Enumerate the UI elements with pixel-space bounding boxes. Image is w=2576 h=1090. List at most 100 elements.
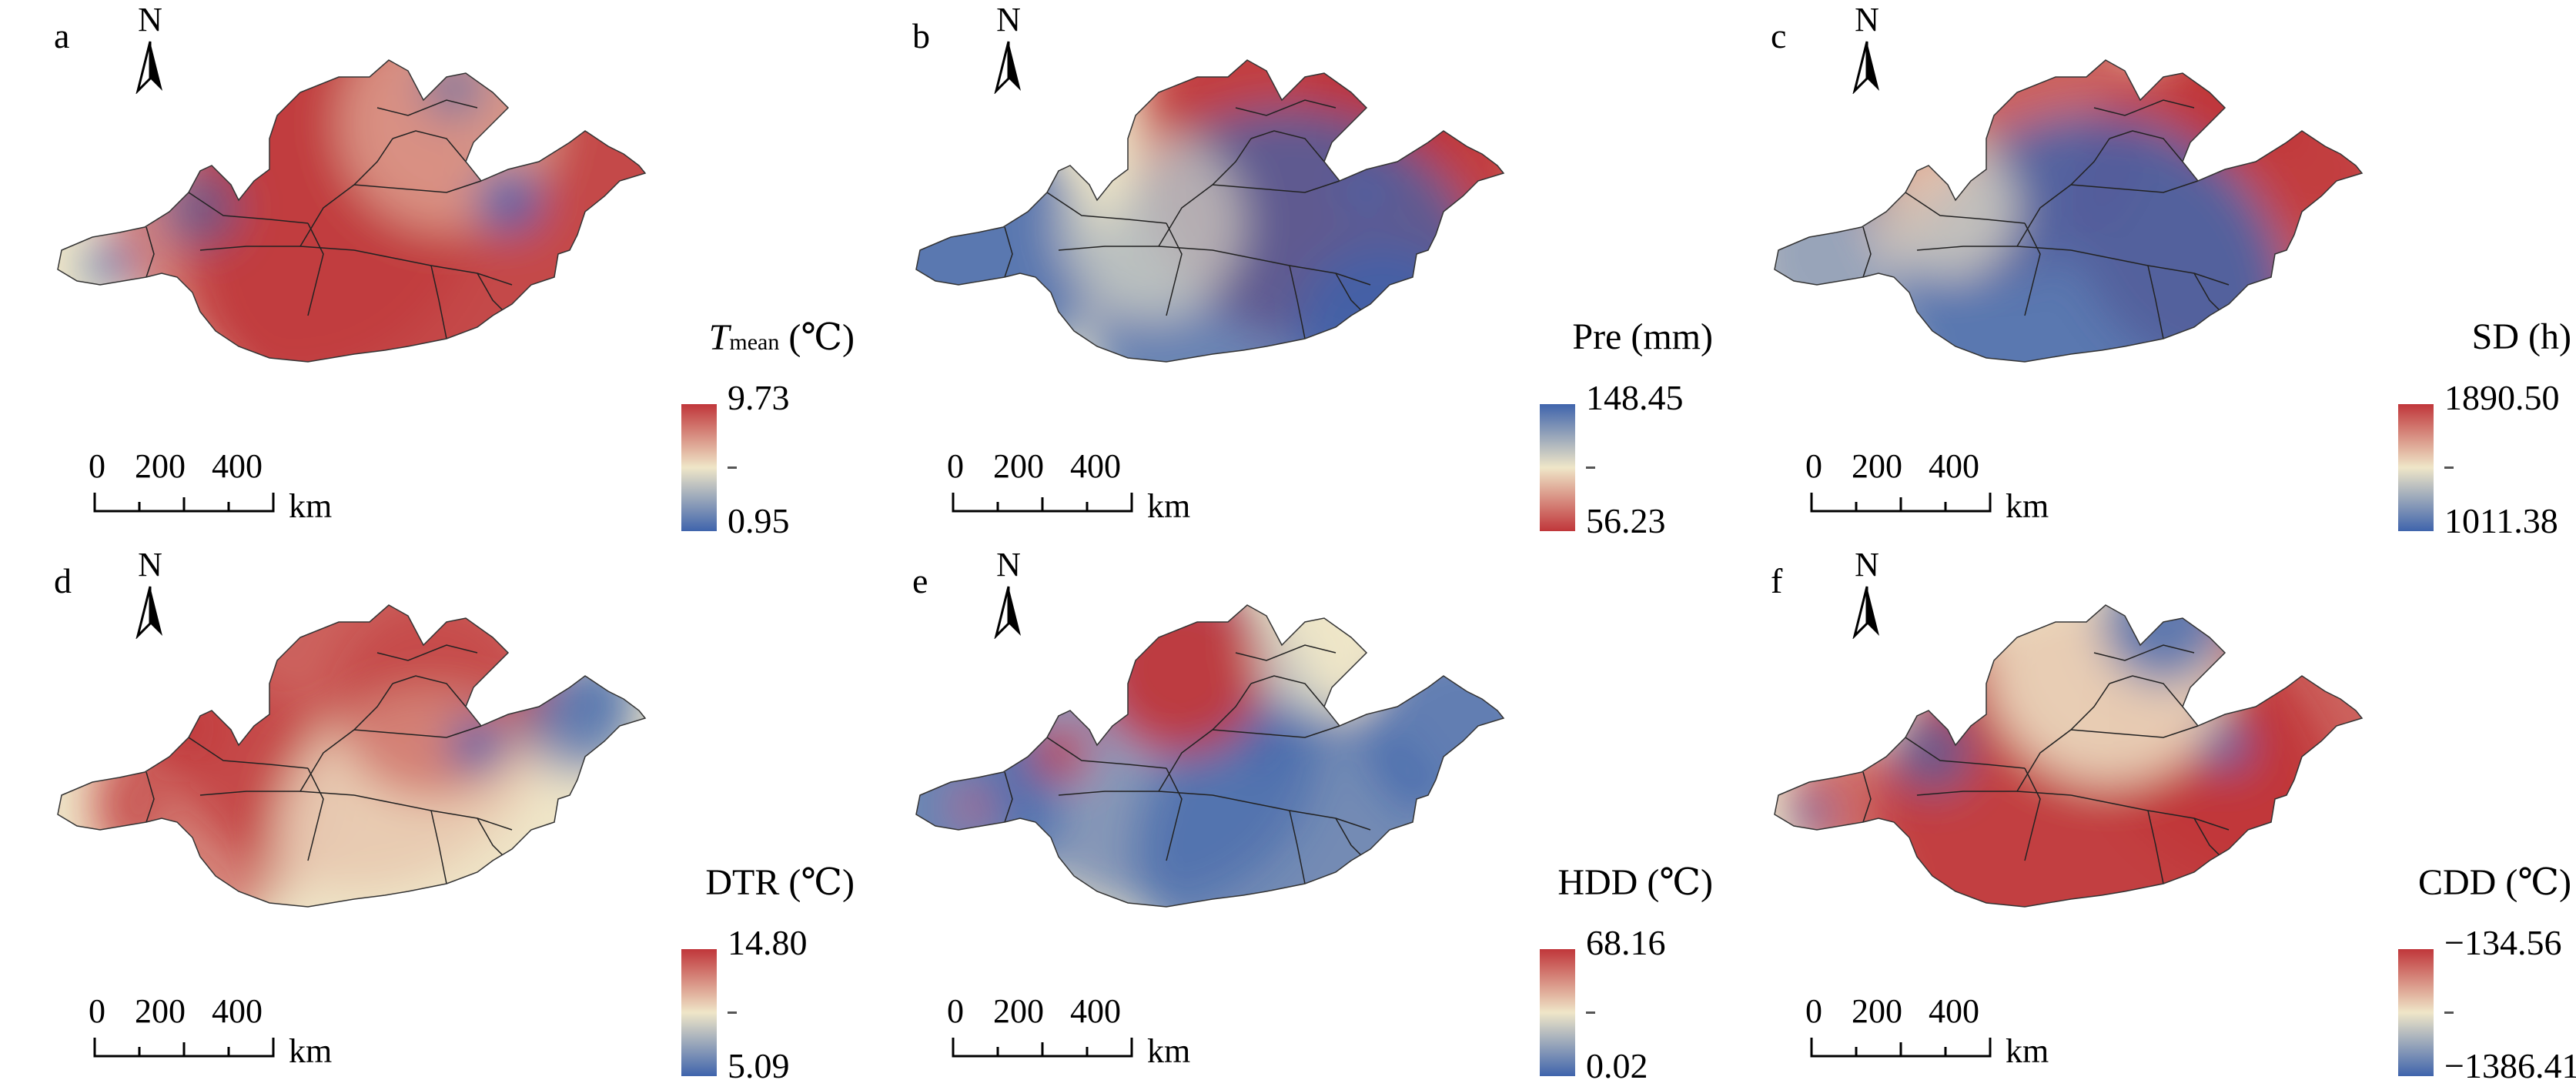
panel-letter: a <box>54 16 70 55</box>
scale-unit: km <box>289 487 333 525</box>
scale-label-200: 200 <box>993 992 1044 1030</box>
legend-title-main: HDD (℃) <box>1557 862 1713 903</box>
panel-a: a N Tmean (℃) 9.73 0.95 0 200 400 km <box>0 0 858 545</box>
north-arrow: N <box>1844 545 1890 645</box>
scale-label-400: 400 <box>1929 992 1979 1030</box>
legend-min: 56.23 <box>1586 501 1666 540</box>
north-arrow: N <box>985 0 1032 100</box>
scale-line <box>952 493 1133 513</box>
scale-label-200: 200 <box>1852 992 1902 1030</box>
panel-letter: f <box>1771 561 1783 600</box>
scale-label-0: 0 <box>1805 447 1822 485</box>
legend-mid-tick <box>2444 466 2454 469</box>
panel-letter: d <box>54 561 72 600</box>
scale-label-400: 400 <box>212 447 263 485</box>
legend-title-main: SD (h) <box>2471 316 2571 357</box>
legend-title: Pre (mm) <box>1528 316 1713 358</box>
scale-bar: 0 200 400 km <box>947 991 1224 1084</box>
north-arrow-icon <box>994 41 1021 94</box>
north-arrow-icon <box>1852 41 1879 94</box>
legend-max: 9.73 <box>728 378 790 417</box>
legend-min: 0.02 <box>1586 1046 1648 1085</box>
scale-label-0: 0 <box>947 992 964 1030</box>
legend-min: 1011.38 <box>2444 501 2558 540</box>
legend-min: −1386.41 <box>2444 1046 2576 1085</box>
north-arrow-icon <box>1852 586 1879 639</box>
north-arrow: N <box>985 545 1032 645</box>
legend-mid-tick <box>1586 1011 1595 1014</box>
scale-line <box>93 493 275 513</box>
legend-title: DTR (℃) <box>670 861 855 904</box>
scale-bar: 0 200 400 km <box>89 446 366 539</box>
map-b <box>915 59 1505 363</box>
scale-unit: km <box>1147 487 1191 525</box>
legend-title: CDD (℃) <box>2387 861 2571 904</box>
legend-colorbar <box>1540 949 1575 1076</box>
panel-f: f N CDD (℃) −134.56 −1386.41 0 200 400 k… <box>1717 545 2576 1090</box>
north-arrow: N <box>127 545 173 645</box>
map-a <box>57 59 647 363</box>
legend-colorbar <box>2398 404 2434 531</box>
scale-label-200: 200 <box>135 447 186 485</box>
legend-title-main: Pre (mm) <box>1572 316 1713 357</box>
scale-label-200: 200 <box>993 447 1044 485</box>
scale-bar: 0 200 400 km <box>1805 446 2083 539</box>
scale-label-200: 200 <box>1852 447 1902 485</box>
scale-unit: km <box>289 1032 333 1070</box>
north-arrow-icon <box>135 41 162 94</box>
north-arrow: N <box>127 0 173 100</box>
scale-label-0: 0 <box>89 447 105 485</box>
legend-title-main: DTR (℃) <box>705 862 855 903</box>
scale-label-400: 400 <box>1929 447 1979 485</box>
scale-label-0: 0 <box>89 992 105 1030</box>
scale-label-0: 0 <box>1805 992 1822 1030</box>
map-f <box>1774 604 2364 908</box>
north-label: N <box>996 1 1021 38</box>
scale-line <box>1810 493 1992 513</box>
legend-mid-tick <box>728 1011 737 1014</box>
legend-mid-tick <box>2444 1011 2454 1014</box>
panel-c: c N SD (h) 1890.50 1011.38 0 200 400 km <box>1717 0 2575 545</box>
legend-title-main: CDD (℃) <box>2417 862 2571 903</box>
scale-line <box>93 1038 275 1058</box>
legend-min: 5.09 <box>728 1046 790 1085</box>
north-label: N <box>1855 1 1879 38</box>
scale-label-200: 200 <box>135 992 186 1030</box>
scale-line <box>952 1038 1133 1058</box>
legend-max: 68.16 <box>1586 923 1666 962</box>
legend-min: 0.95 <box>728 501 790 540</box>
map-d <box>57 604 647 908</box>
legend-colorbar <box>681 404 717 531</box>
north-label: N <box>1855 546 1879 583</box>
legend-colorbar <box>681 949 717 1076</box>
legend-max: −134.56 <box>2444 923 2562 962</box>
map-e <box>915 604 1505 908</box>
north-arrow-icon <box>135 586 162 639</box>
north-label: N <box>996 546 1021 583</box>
scale-label-400: 400 <box>1070 447 1121 485</box>
scale-label-400: 400 <box>1070 992 1121 1030</box>
legend-colorbar <box>1540 404 1575 531</box>
panel-letter: b <box>912 16 930 55</box>
legend-title-sub: mean <box>729 329 780 355</box>
scale-unit: km <box>1147 1032 1191 1070</box>
legend-mid-tick <box>1586 466 1595 469</box>
legend-max: 148.45 <box>1586 378 1684 417</box>
panel-b: b N Pre (mm) 148.45 56.23 0 200 400 km <box>858 0 1717 545</box>
panel-letter: e <box>912 561 928 600</box>
scale-bar: 0 200 400 km <box>1805 991 2083 1084</box>
legend-colorbar <box>2398 949 2434 1076</box>
north-arrow: N <box>1844 0 1890 100</box>
legend-max: 14.80 <box>728 923 808 962</box>
panel-d: d N DTR (℃) 14.80 5.09 0 200 400 km <box>0 545 858 1090</box>
scale-bar: 0 200 400 km <box>89 991 366 1084</box>
map-c <box>1774 59 2364 363</box>
legend-title-unit: (℃) <box>779 317 855 358</box>
legend-title-main: T <box>708 317 730 358</box>
north-arrow-icon <box>994 586 1021 639</box>
scale-label-0: 0 <box>947 447 964 485</box>
panel-letter: c <box>1771 16 1787 55</box>
scale-label-400: 400 <box>212 992 263 1030</box>
north-label: N <box>138 546 162 583</box>
